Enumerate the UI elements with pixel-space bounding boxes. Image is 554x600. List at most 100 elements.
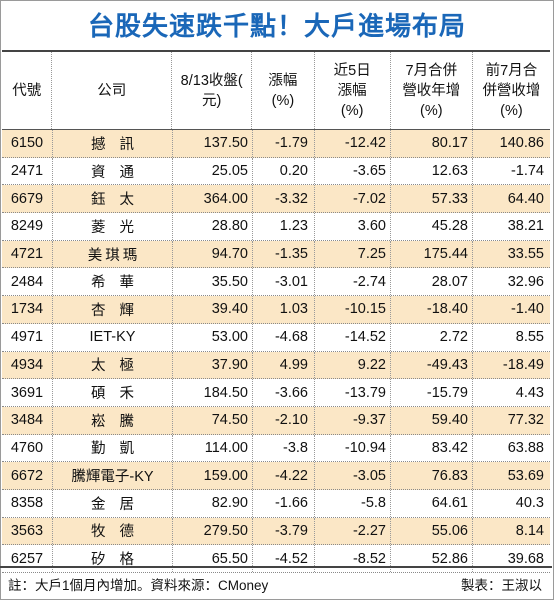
cell-code: 2471 [10,163,44,180]
cell-company: 碩禾 [52,379,172,406]
cell-7month-revenue-growth: 8.55 [472,323,550,351]
cell-5day-change: -10.94 [314,434,390,462]
cell-5day-change: 9.22 [314,351,390,379]
cell-close-price: 114.00 [172,434,252,462]
cell-code: 4721 [10,246,44,263]
cell-close-price: 39.40 [172,296,252,323]
cell-7month-revenue-growth: 8.14 [472,517,550,545]
cell-code: 3484 [10,412,44,429]
cell-company: 資通 [52,157,172,185]
cell-july-revenue-yoy: 57.33 [390,185,472,213]
cell-change: -3.8 [252,434,314,462]
table-row: 6679 鈺太 364.00 -3.32 -7.02 57.33 64.40 [2,185,550,214]
cell-5day-change: -10.15 [314,296,390,323]
cell-5day-change: -14.52 [314,323,390,351]
cell-change: -2.10 [252,406,314,434]
cell-change: 0.20 [252,157,314,185]
cell-close-price: 28.80 [172,213,252,240]
table-row: 8249 菱光 28.80 1.23 3.60 45.28 38.21 [2,213,550,241]
header-5day-change: 近5日 漲幅 (%) [313,52,390,129]
cell-change: -1.66 [252,489,314,517]
cell-close-price: 25.05 [172,157,252,185]
cell-change: -1.35 [252,240,314,268]
cell-5day-change: -8.52 [314,545,390,572]
cell-close-price: 137.50 [172,130,252,157]
cell-7month-revenue-growth: 77.32 [472,406,550,434]
source-note: 註：大戶1個月內增加。資料來源：CMoney [8,578,269,593]
cell-change: -3.66 [252,379,314,406]
header-change: 漲幅 (%) [251,52,313,129]
cell-5day-change: -2.27 [314,517,390,545]
cell-7month-revenue-growth: -18.49 [472,351,550,379]
cell-july-revenue-yoy: 59.40 [390,406,472,434]
cell-company: 鈺太 [52,185,172,213]
table-row: 4934 太極 37.90 4.99 9.22 -49.43 -18.49 [2,351,550,380]
cell-july-revenue-yoy: 64.61 [390,489,472,517]
cell-company: 矽格 [52,545,172,572]
cell-close-price: 279.50 [172,517,252,545]
cell-july-revenue-yoy: 80.17 [390,130,472,157]
cell-close-price: 82.90 [172,489,252,517]
cell-company: 杏輝 [52,296,172,323]
header-code: 代號 [12,82,42,99]
cell-7month-revenue-growth: -1.74 [472,157,550,185]
cell-change: -3.32 [252,185,314,213]
cell-code: 3563 [10,522,44,539]
cell-7month-revenue-growth: 4.43 [472,379,550,406]
header-7month-revenue-growth: 前7月合 併營收增 (%) [471,52,550,129]
cell-close-price: 159.00 [172,462,252,489]
cell-close-price: 94.70 [172,240,252,268]
cell-company: 牧德 [52,517,172,545]
cell-7month-revenue-growth: 33.55 [472,240,550,268]
cell-july-revenue-yoy: 83.42 [390,434,472,462]
cell-7month-revenue-growth: 140.86 [472,130,550,157]
cell-change: -4.68 [252,323,314,351]
cell-change: -4.22 [252,462,314,489]
cell-7month-revenue-growth: 53.69 [472,462,550,489]
cell-close-price: 364.00 [172,185,252,213]
cell-5day-change: -3.05 [314,462,390,489]
cell-change: -3.01 [252,268,314,296]
table-footer: 註：大戶1個月內增加。資料來源：CMoney 製表：王淑以 [0,566,552,600]
cell-company: 勤凱 [52,434,172,462]
table-row: 3691 碩禾 184.50 -3.66 -13.79 -15.79 4.43 [2,379,550,407]
cell-july-revenue-yoy: 12.63 [390,157,472,185]
cell-5day-change: -13.79 [314,379,390,406]
cell-company: 太極 [52,351,172,379]
header-company: 公司 [51,52,171,129]
cell-code: 6672 [10,467,44,484]
cell-july-revenue-yoy: -18.40 [390,296,472,323]
cell-july-revenue-yoy: 2.72 [390,323,472,351]
cell-company: 騰輝電子-KY [52,462,172,489]
cell-july-revenue-yoy: -15.79 [390,379,472,406]
cell-close-price: 53.00 [172,323,252,351]
table-row: 1734 杏輝 39.40 1.03 -10.15 -18.40 -1.40 [2,296,550,324]
header-july-revenue-yoy: 7月合併 營收年增 (%) [389,52,472,129]
table-header: 代號 公司 8/13收盤( 元) 漲幅 (%) 近5日 漲幅 (%) 7月合併 … [2,52,550,130]
cell-code: 2484 [10,273,44,290]
cell-july-revenue-yoy: 175.44 [390,240,472,268]
cell-change: -3.79 [252,517,314,545]
cell-change: 1.23 [252,213,314,240]
cell-change: 1.03 [252,296,314,323]
cell-change: -4.52 [252,545,314,572]
table-body: 6150 撼訊 137.50 -1.79 -12.42 80.17 140.86 2471 資通… [2,130,550,573]
table-row: 8358 金居 82.90 -1.66 -5.8 64.61 40.3 [2,489,550,518]
table-row: 4721 美琪瑪 94.70 -1.35 7.25 175.44 33.55 [2,240,550,269]
cell-code: 3691 [10,384,44,401]
cell-change: 4.99 [252,351,314,379]
cell-close-price: 65.50 [172,545,252,572]
table-row: 2484 希華 35.50 -3.01 -2.74 28.07 32.96 [2,268,550,297]
cell-5day-change: 7.25 [314,240,390,268]
cell-code: 6150 [10,135,44,152]
cell-close-price: 37.90 [172,351,252,379]
table-row: 6150 撼訊 137.50 -1.79 -12.42 80.17 140.86 [2,130,550,158]
cell-5day-change: -2.74 [314,268,390,296]
cell-5day-change: -5.8 [314,489,390,517]
cell-company: IET-KY [52,323,172,351]
cell-7month-revenue-growth: 38.21 [472,213,550,240]
cell-5day-change: -7.02 [314,185,390,213]
cell-7month-revenue-growth: 63.88 [472,434,550,462]
cell-july-revenue-yoy: 76.83 [390,462,472,489]
cell-7month-revenue-growth: 32.96 [472,268,550,296]
